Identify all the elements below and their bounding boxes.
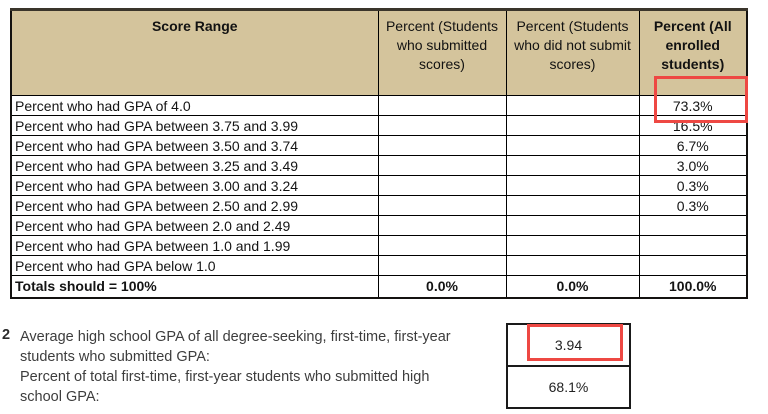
cell-submitted [377, 175, 507, 196]
cell-all-enrolled [638, 235, 748, 256]
question-number: 2 [2, 327, 11, 343]
cell-all-enrolled: 73.3% [638, 95, 748, 116]
cell-submitted [377, 155, 507, 176]
cell-not-submitted [505, 195, 640, 216]
row-label: Percent who had GPA between 3.75 and 3.9… [10, 115, 379, 136]
question-percent-submitted-line1: Percent of total first-time, first-year … [20, 369, 430, 385]
row-label: Percent who had GPA between 3.50 and 3.7… [10, 135, 379, 156]
cell-all-enrolled: 16.5% [638, 115, 748, 136]
cell-all-enrolled: 0.3% [638, 175, 748, 196]
header-row: Score Range Percent (Students who submit… [10, 9, 748, 96]
cell-not-submitted [505, 235, 640, 256]
row-label: Percent who had GPA below 1.0 [10, 255, 379, 276]
col-header-percent-not-submitted: Percent (Students who did not submit sco… [505, 9, 640, 96]
row-label: Percent who had GPA between 3.25 and 3.4… [10, 155, 379, 176]
cell-not-submitted [505, 135, 640, 156]
table-row-gpa-300-324: Percent who had GPA between 3.00 and 3.2… [10, 175, 748, 196]
cell-all-enrolled: 0.3% [638, 195, 748, 216]
cell-submitted [377, 215, 507, 236]
table-row-gpa-20-249: Percent who had GPA between 2.0 and 2.49 [10, 215, 748, 236]
cell-submitted [377, 235, 507, 256]
cell-submitted [377, 115, 507, 136]
cell-not-submitted [505, 115, 640, 136]
question-percent-submitted-line2: school GPA: [20, 389, 100, 405]
question-avg-gpa-line1: Average high school GPA of all degree-se… [20, 329, 451, 345]
table-row-gpa-below-10: Percent who had GPA below 1.0 [10, 255, 748, 276]
row-label: Percent who had GPA of 4.0 [10, 95, 379, 116]
table-row-gpa-4-0: Percent who had GPA of 4.0 73.3% [10, 95, 748, 116]
totals-all-enrolled: 100.0% [638, 275, 748, 298]
percent-submitted-value: 68.1% [508, 365, 629, 407]
totals-submitted: 0.0% [377, 275, 507, 298]
cell-submitted [377, 195, 507, 216]
gpa-distribution-table: Score Range Percent (Students who submit… [10, 8, 748, 299]
row-label: Percent who had GPA between 1.0 and 1.99 [10, 235, 379, 256]
table-row-gpa-350-374: Percent who had GPA between 3.50 and 3.7… [10, 135, 748, 156]
question-avg-gpa-line2: students who submitted GPA: [20, 349, 210, 365]
row-label: Percent who had GPA between 2.50 and 2.9… [10, 195, 379, 216]
cell-submitted [377, 255, 507, 276]
cell-submitted [377, 95, 507, 116]
row-label: Percent who had GPA between 2.0 and 2.49 [10, 215, 379, 236]
cell-not-submitted [505, 255, 640, 276]
cell-all-enrolled: 3.0% [638, 155, 748, 176]
table-row-gpa-10-199: Percent who had GPA between 1.0 and 1.99 [10, 235, 748, 256]
avg-gpa-value: 3.94 [554, 337, 583, 353]
table-row-gpa-325-349: Percent who had GPA between 3.25 and 3.4… [10, 155, 748, 176]
answer-boxes: 3.94 68.1% [506, 323, 631, 409]
table-row-totals: Totals should = 100% 0.0% 0.0% 100.0% [10, 275, 748, 298]
cell-not-submitted [505, 155, 640, 176]
cell-all-enrolled [638, 255, 748, 276]
row-label: Percent who had GPA between 3.00 and 3.2… [10, 175, 379, 196]
question-text-block: Average high school GPA of all degree-se… [20, 327, 451, 407]
cell-submitted [377, 135, 507, 156]
cell-not-submitted [505, 95, 640, 116]
table-row-gpa-375-399: Percent who had GPA between 3.75 and 3.9… [10, 115, 748, 136]
col-header-percent-all-enrolled: Percent (All enrolled students) [638, 9, 748, 96]
cell-all-enrolled [638, 215, 748, 236]
totals-not-submitted: 0.0% [505, 275, 640, 298]
cell-all-enrolled: 6.7% [638, 135, 748, 156]
table-row-gpa-250-299: Percent who had GPA between 2.50 and 2.9… [10, 195, 748, 216]
cell-not-submitted [505, 175, 640, 196]
cell-not-submitted [505, 215, 640, 236]
totals-label: Totals should = 100% [10, 275, 379, 298]
col-header-score-range: Score Range [10, 9, 379, 96]
col-header-percent-submitted: Percent (Students who submitted scores) [377, 9, 507, 96]
